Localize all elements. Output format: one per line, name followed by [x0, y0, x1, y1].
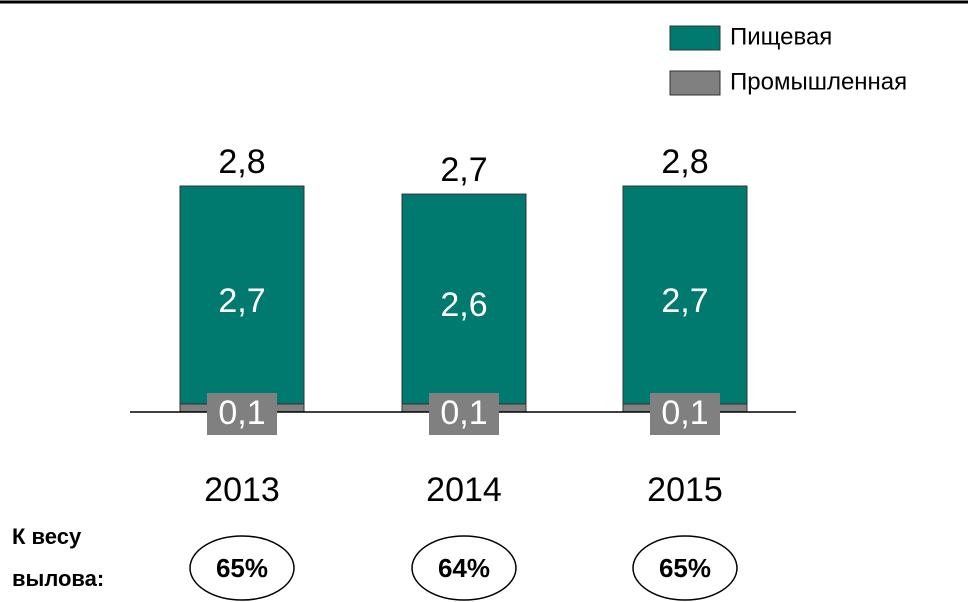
value-label: 2,6 — [440, 286, 487, 324]
total-label: 2,7 — [440, 151, 487, 189]
value-label-box — [207, 393, 277, 435]
value-label: 0,1 — [218, 394, 265, 432]
legend-swatch — [669, 25, 721, 51]
legend-label: Промышленная — [730, 68, 907, 95]
legend-label: Пищевая — [730, 23, 832, 50]
value-label-box — [650, 393, 720, 435]
bar-segment — [401, 193, 527, 405]
x-tick-label: 2013 — [204, 471, 280, 509]
share-circle — [632, 535, 738, 601]
share-value: 65% — [659, 553, 711, 583]
value-label: 0,1 — [440, 394, 487, 432]
x-tick-label: 2015 — [647, 471, 723, 509]
total-label: 2,8 — [218, 143, 265, 181]
value-label: 2,7 — [218, 282, 265, 320]
share-circle — [189, 535, 295, 601]
share-circle — [411, 535, 517, 601]
value-label-box — [429, 393, 499, 435]
value-label: 2,7 — [661, 282, 708, 320]
share-value: 65% — [216, 553, 268, 583]
bar-segment — [179, 185, 305, 405]
share-label: К весу вылова: — [12, 524, 104, 591]
legend-swatch — [669, 70, 721, 96]
value-label: 0,1 — [661, 394, 708, 432]
total-label: 2,8 — [661, 143, 708, 181]
bar-segment — [622, 185, 748, 405]
share-value: 64% — [438, 553, 490, 583]
x-tick-label: 2014 — [426, 471, 502, 509]
